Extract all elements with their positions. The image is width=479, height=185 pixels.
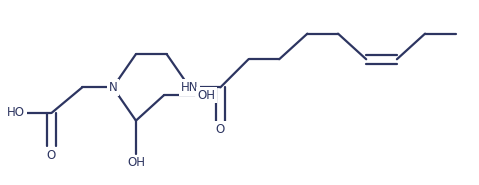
Text: O: O: [47, 149, 56, 162]
Text: N: N: [109, 81, 117, 94]
Text: HN: HN: [181, 81, 198, 94]
Text: O: O: [216, 123, 225, 136]
Text: HO: HO: [7, 107, 25, 120]
Text: OH: OH: [127, 157, 145, 169]
Text: OH: OH: [197, 89, 216, 102]
